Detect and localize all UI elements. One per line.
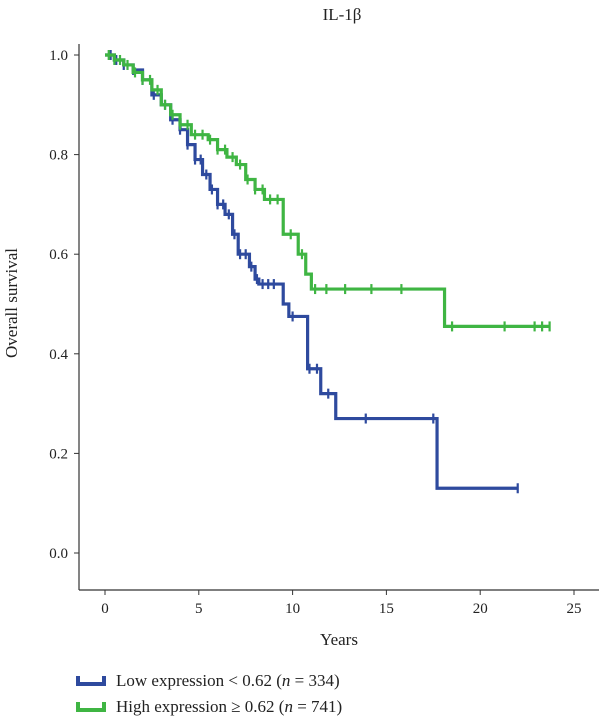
survival-chart: IL-1β 0 5 10 15 20 25 0.0 0.2 0.4 0.6 0.8 1.0 Years… bbox=[2, 5, 599, 649]
x-axis-title: Years bbox=[320, 630, 358, 649]
x-tick-label: 10 bbox=[285, 601, 300, 617]
survival-curve bbox=[105, 53, 518, 490]
y-tick-label: 0.0 bbox=[49, 546, 68, 562]
y-tick-label: 1.0 bbox=[49, 48, 68, 64]
legend-item-low: Low expression < 0.62 (n = 334) bbox=[76, 668, 342, 694]
x-tick-label: 25 bbox=[567, 601, 582, 617]
series-layer bbox=[105, 50, 551, 494]
x-tick-label: 20 bbox=[473, 601, 488, 617]
legend-label-low: Low expression < 0.62 (n = 334) bbox=[116, 671, 340, 690]
y-tick-label: 0.6 bbox=[49, 247, 68, 263]
x-tick-label: 0 bbox=[101, 601, 109, 617]
y-tick-label: 0.4 bbox=[49, 347, 68, 363]
legend-swatch-low bbox=[76, 676, 106, 686]
y-tick-label: 0.2 bbox=[49, 446, 68, 462]
y-axis-title: Overall survival bbox=[2, 248, 21, 358]
series-low bbox=[105, 50, 519, 494]
legend-swatch-high bbox=[76, 702, 106, 712]
axes: 0 5 10 15 20 25 0.0 0.2 0.4 0.6 0.8 1.0 bbox=[49, 44, 599, 617]
legend: Low expression < 0.62 (n = 334) High exp… bbox=[76, 668, 342, 720]
series-high bbox=[105, 50, 551, 332]
x-tick-label: 5 bbox=[195, 601, 203, 617]
legend-item-high: High expression ≥ 0.62 (n = 741) bbox=[76, 694, 342, 720]
y-tick-label: 0.8 bbox=[49, 148, 68, 164]
chart-title: IL-1β bbox=[323, 5, 362, 24]
legend-label-high: High expression ≥ 0.62 (n = 741) bbox=[116, 697, 343, 716]
x-tick-label: 15 bbox=[379, 601, 394, 617]
